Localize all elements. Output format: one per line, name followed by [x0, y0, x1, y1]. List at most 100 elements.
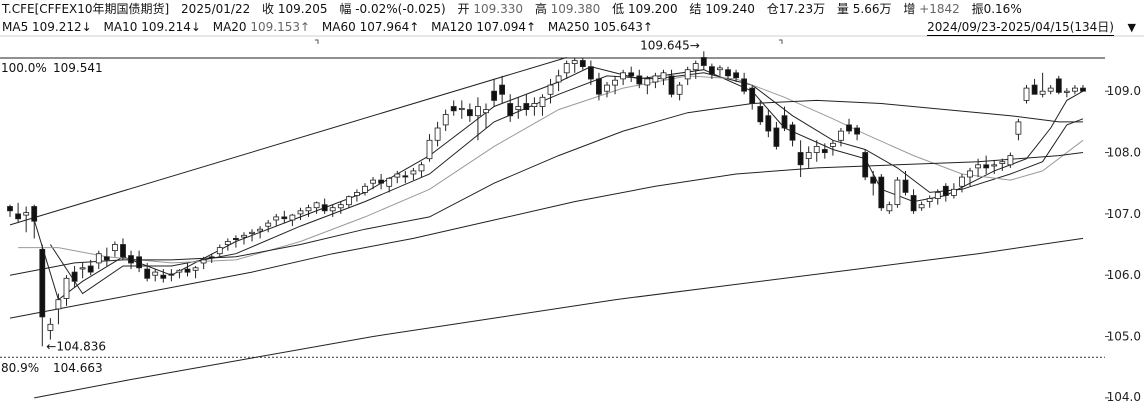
- candle-down: [983, 164, 990, 169]
- candle-up: [241, 234, 247, 238]
- candle-down: [1055, 78, 1062, 93]
- open-interest-value: 17.23万: [778, 2, 826, 16]
- candle-down: [87, 265, 94, 273]
- candle-down: [31, 206, 38, 222]
- ma20-label: MA20: [212, 20, 247, 34]
- candle-up: [95, 253, 102, 264]
- candle-down: [120, 244, 126, 258]
- candle-up: [273, 216, 280, 221]
- candle-down: [628, 72, 635, 77]
- candle-up: [934, 191, 941, 199]
- candle-down: [596, 78, 602, 95]
- candle-up: [539, 96, 546, 107]
- candle-up: [474, 106, 481, 117]
- candle-up: [329, 207, 336, 212]
- candle-up: [951, 188, 957, 196]
- candle-up: [483, 109, 489, 114]
- volume-value: 5.66万: [852, 2, 892, 16]
- candle-down: [208, 256, 215, 259]
- candle-down: [700, 57, 707, 66]
- high-value: 109.380: [550, 2, 601, 16]
- symbol-name: T.CFE[CFFEX10年期国债期货]: [2, 2, 170, 16]
- open-label: 开: [457, 2, 470, 16]
- max-percent-label: 100.0%: [1, 61, 47, 75]
- candle-down: [579, 60, 586, 67]
- candle-down: [184, 268, 191, 273]
- candle-down: [466, 109, 473, 117]
- candle-up: [1015, 121, 1022, 135]
- candle-down: [321, 204, 328, 212]
- candle-up: [458, 108, 465, 111]
- candle-up: [353, 191, 360, 196]
- candle-up: [571, 60, 578, 64]
- candle-up: [337, 204, 344, 209]
- candle-up: [838, 130, 844, 141]
- ma5-line: [33, 66, 1084, 301]
- candle-up: [926, 198, 933, 202]
- time-marker-tick: [779, 39, 783, 44]
- candle-up: [386, 177, 393, 187]
- chart-labels: 100.0% 109.541 80.9% 104.663 109.645→ ←1…: [1, 39, 700, 376]
- candle-down: [741, 78, 747, 92]
- candle-up: [249, 231, 255, 234]
- candle-down: [781, 115, 788, 129]
- ma20-value: 109.153↑: [250, 20, 311, 34]
- candle-up: [644, 78, 651, 86]
- candle-up: [830, 142, 836, 147]
- price-axis: 109.0 108.0 107.0 106.0 105.0 104.0: [315, 39, 1141, 404]
- change-value: -0.02%(-0.025): [355, 2, 446, 16]
- candle-down: [757, 106, 764, 123]
- candle-up: [660, 72, 667, 80]
- candle-up: [555, 75, 562, 83]
- volume-label: 量: [836, 2, 849, 16]
- candle-up: [305, 207, 312, 212]
- open-interest-label: 仓: [766, 2, 779, 16]
- candle-down: [507, 103, 514, 117]
- candle-up: [297, 210, 304, 215]
- candle-up: [79, 267, 86, 270]
- candle-down: [797, 152, 804, 166]
- ma10-label: MA10: [103, 20, 138, 34]
- settle-label: 结: [689, 2, 702, 16]
- y-tick-label: 105.0: [1107, 330, 1141, 344]
- candle-up: [362, 185, 368, 193]
- candle-up: [200, 259, 207, 264]
- candle-up: [1063, 90, 1070, 93]
- candle-up: [442, 114, 449, 126]
- ma5-value: 109.212↓: [32, 20, 92, 34]
- candle-down: [15, 213, 22, 220]
- candle-up: [265, 222, 272, 227]
- moving-average-lines: [9, 66, 1084, 399]
- ma20-line: [18, 75, 1084, 264]
- candle-up: [47, 323, 54, 331]
- ma10-line: [49, 72, 1084, 295]
- candle-down: [870, 176, 877, 184]
- candle-up: [563, 63, 570, 74]
- candle-down: [821, 149, 828, 153]
- candle-up: [959, 176, 965, 187]
- candle-up: [620, 72, 626, 80]
- candle-up: [224, 241, 231, 245]
- min-percent-label: 80.9%: [1, 361, 39, 375]
- candlesticks: [7, 51, 1086, 347]
- candle-down: [733, 72, 739, 79]
- candle-down: [636, 75, 643, 85]
- range-dropdown-icon[interactable]: ▼: [1127, 21, 1136, 34]
- candle-up: [1047, 87, 1054, 92]
- candle-down: [232, 237, 239, 240]
- candle-down: [491, 90, 498, 101]
- candle-down: [160, 274, 167, 279]
- date-range[interactable]: 2024/09/23-2025/04/15(134日): [927, 20, 1114, 36]
- candle-up: [515, 106, 522, 110]
- candle-down: [878, 176, 885, 209]
- increase-label: 增: [903, 2, 916, 16]
- low-label: 低: [612, 2, 625, 16]
- y-tick-label: 107.0: [1107, 207, 1141, 221]
- quote-date: 2025/01/22: [181, 2, 251, 16]
- candle-up: [313, 202, 320, 209]
- close-value: 109.205: [277, 2, 328, 16]
- candle-up: [152, 271, 159, 276]
- max-value-label: 109.541: [53, 61, 103, 75]
- candle-down: [902, 179, 909, 193]
